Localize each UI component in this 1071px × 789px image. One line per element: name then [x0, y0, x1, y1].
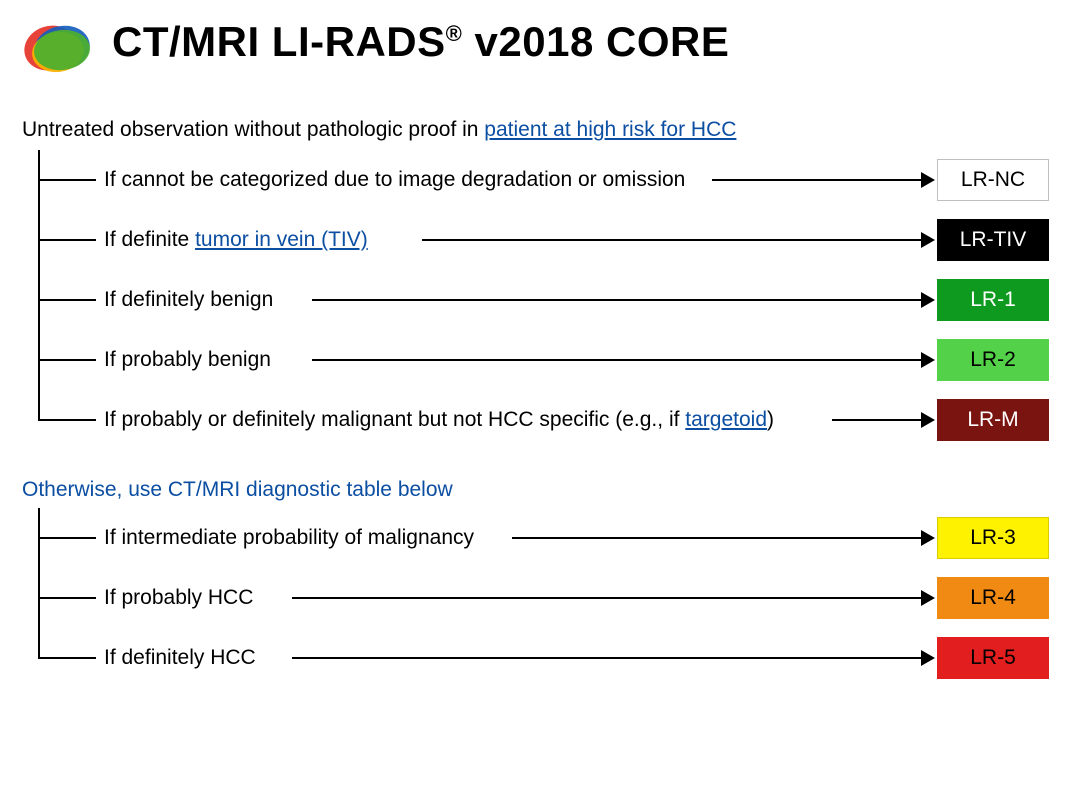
branch-row: If definitely benign LR-1 [38, 270, 1049, 330]
arrow-line [422, 239, 921, 241]
arrow-line [312, 299, 921, 301]
branch-label: If definitely benign [104, 288, 273, 312]
branch-label: If intermediate probability of malignanc… [104, 526, 474, 550]
decision-tree-1: If cannot be categorized due to image de… [38, 150, 1049, 450]
arrow-head-icon [921, 530, 935, 546]
branch-row: If definitely HCC LR-5 [38, 628, 1049, 688]
branch-row: If probably HCC LR-4 [38, 568, 1049, 628]
arrow-head-icon [921, 650, 935, 666]
category-badge: LR-5 [937, 637, 1049, 679]
arrow-head-icon [921, 590, 935, 606]
branch-label: If probably or definitely malignant but … [104, 408, 774, 432]
decision-tree-2: If intermediate probability of malignanc… [38, 508, 1049, 688]
category-badge: LR-4 [937, 577, 1049, 619]
category-badge: LR-NC [937, 159, 1049, 201]
branch-row: If intermediate probability of malignanc… [38, 508, 1049, 568]
arrow-head-icon [921, 412, 935, 428]
branch-row: If probably benign LR-2 [38, 330, 1049, 390]
arrow-head-icon [921, 292, 935, 308]
arrow-line [312, 359, 921, 361]
branch-label: If probably HCC [104, 586, 253, 610]
branch-link[interactable]: targetoid [685, 408, 767, 431]
category-badge: LR-2 [937, 339, 1049, 381]
section1-heading: Untreated observation without pathologic… [22, 118, 1049, 142]
branch-label: If definitely HCC [104, 646, 256, 670]
category-badge: LR-M [937, 399, 1049, 441]
liver-logo-icon [22, 18, 94, 76]
branch-row: If probably or definitely malignant but … [38, 390, 1049, 450]
arrow-head-icon [921, 172, 935, 188]
arrow-line [512, 537, 921, 539]
arrow-line [292, 657, 921, 659]
branch-label: If definite tumor in vein (TIV) [104, 228, 368, 252]
title-post: v2018 CORE [462, 18, 729, 65]
section2-heading: Otherwise, use CT/MRI diagnostic table b… [22, 478, 1049, 502]
branch-label: If cannot be categorized due to image de… [104, 168, 685, 192]
title-sup: ® [446, 21, 463, 46]
category-badge: LR-3 [937, 517, 1049, 559]
arrow-line [832, 419, 921, 421]
page-title: CT/MRI LI-RADS® v2018 CORE [112, 18, 729, 66]
branch-label: If probably benign [104, 348, 271, 372]
arrow-head-icon [921, 352, 935, 368]
branch-row: If definite tumor in vein (TIV) LR-TIV [38, 210, 1049, 270]
arrow-line [292, 597, 921, 599]
category-badge: LR-TIV [937, 219, 1049, 261]
arrow-head-icon [921, 232, 935, 248]
category-badge: LR-1 [937, 279, 1049, 321]
branch-link[interactable]: tumor in vein (TIV) [195, 228, 368, 251]
high-risk-link[interactable]: patient at high risk for HCC [484, 118, 736, 141]
arrow-line [712, 179, 921, 181]
title-pre: CT/MRI LI-RADS [112, 18, 446, 65]
branch-row: If cannot be categorized due to image de… [38, 150, 1049, 210]
section1-heading-text: Untreated observation without pathologic… [22, 118, 484, 141]
